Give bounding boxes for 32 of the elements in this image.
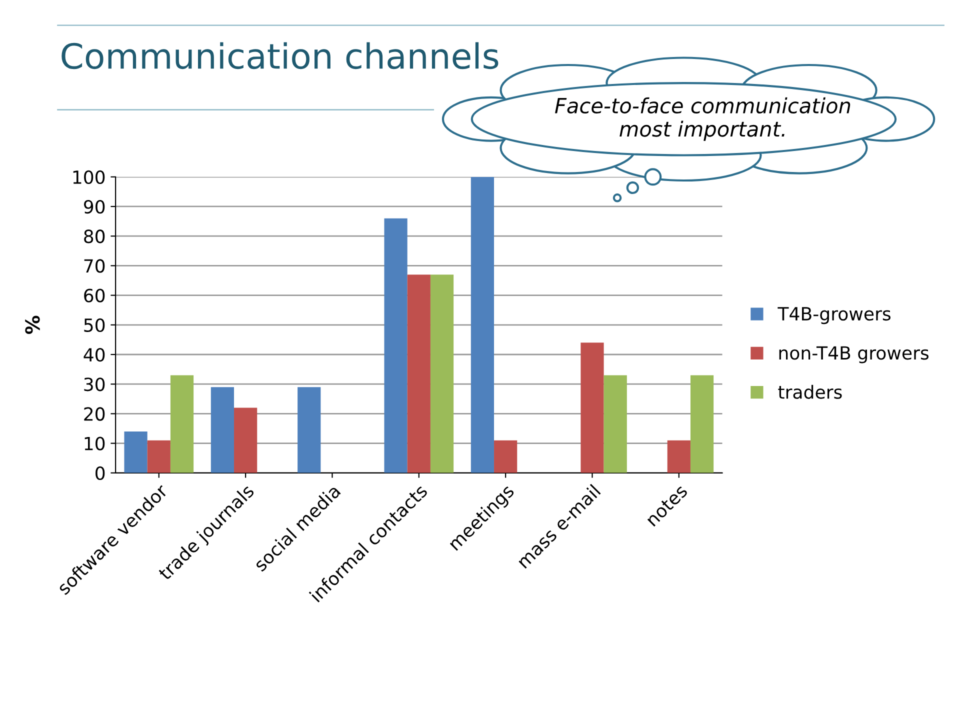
- bar: [298, 387, 321, 473]
- y-tick-label: 90: [84, 200, 105, 214]
- bar: [470, 176, 494, 473]
- y-tick-label: 100: [73, 170, 105, 184]
- y-tick-label: 70: [84, 259, 105, 273]
- y-axis-title: %: [25, 316, 40, 334]
- legend-label: non-T4B growers: [779, 346, 929, 364]
- bar: [690, 375, 714, 473]
- bar: [124, 431, 148, 473]
- y-tick-label: 10: [84, 436, 105, 450]
- bar: [147, 440, 170, 473]
- chart-title: Communication channels: [62, 42, 498, 70]
- text: Face-to-face communication most important.: [555, 97, 850, 141]
- bar: [580, 342, 604, 473]
- y-tick-label: 0: [96, 466, 105, 480]
- y-tick-label: 30: [84, 378, 105, 392]
- bar: [407, 274, 430, 473]
- bar: [430, 274, 454, 473]
- y-tick-label: 80: [84, 230, 105, 244]
- bar: [234, 408, 258, 473]
- y-tick-label: 20: [84, 407, 105, 421]
- bar: [494, 440, 518, 473]
- bar: [210, 387, 234, 473]
- legend-label: T4B-growers: [778, 307, 890, 324]
- y-tick-label: 60: [84, 288, 105, 302]
- legend-label: traders: [778, 384, 842, 399]
- bar: [667, 440, 690, 473]
- bar: [170, 375, 194, 473]
- y-tick-label: 50: [84, 318, 105, 332]
- bar: [384, 218, 408, 473]
- y-tick-label: 40: [84, 348, 105, 362]
- bar: [604, 375, 627, 473]
